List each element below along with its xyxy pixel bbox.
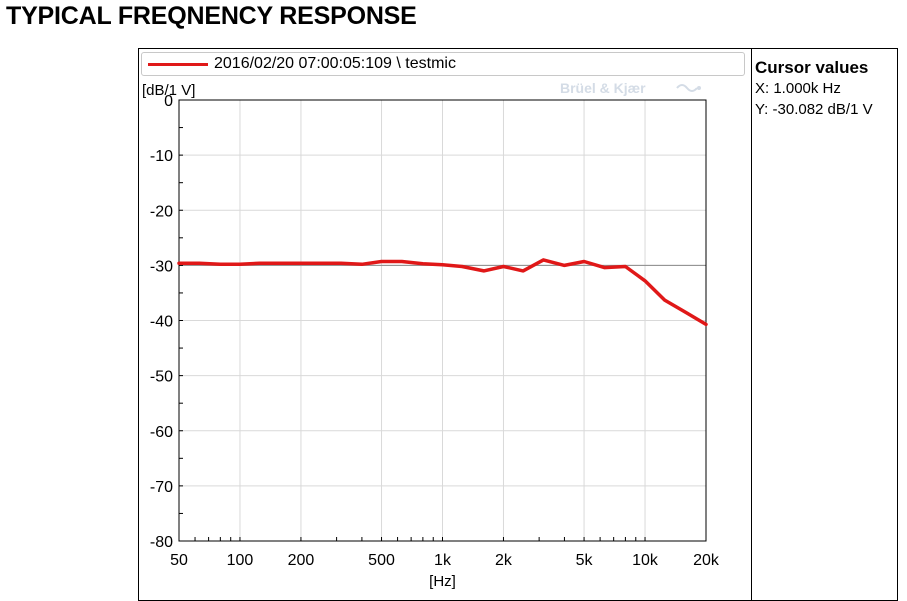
plot-frame: [178, 99, 707, 542]
brand-wave-icon: [676, 84, 701, 92]
y-tick-label: -40: [150, 314, 173, 331]
x-tick-label: 100: [227, 552, 254, 569]
y-tick-label: -70: [150, 479, 173, 496]
y-tick-label: -10: [150, 148, 173, 165]
legend[interactable]: 2016/02/20 07:00:05:109 \ testmic: [141, 52, 745, 76]
y-tick-label: -50: [150, 369, 173, 386]
cursor-x-value: X: 1.000k Hz: [755, 80, 841, 97]
y-tick-label: -60: [150, 424, 173, 441]
y-axis-label: [dB/1 V]: [142, 82, 195, 99]
x-tick-label: 200: [288, 552, 315, 569]
x-axis-label: [Hz]: [429, 573, 456, 590]
x-tick-label: 10k: [632, 552, 659, 569]
y-tick-label: -30: [150, 258, 173, 275]
series-line: [177, 258, 708, 327]
cursor-y-value: Y: -30.082 dB/1 V: [755, 101, 873, 118]
panel-divider: [751, 48, 752, 601]
x-tick-label: 500: [368, 552, 395, 569]
x-tick-label: 5k: [576, 552, 594, 569]
x-tick-label: 50: [170, 552, 188, 569]
x-tick-label: 1k: [434, 552, 452, 569]
brand-watermark: Brüel & Kjær: [560, 80, 646, 96]
x-tick-label: 2k: [495, 552, 513, 569]
y-tick-label: -80: [150, 534, 173, 551]
legend-swatch: [148, 63, 208, 66]
x-tick-label: 20k: [693, 552, 720, 569]
y-tick-label: -20: [150, 203, 173, 220]
page-title: TYPICAL FREQNENCY RESPONSE: [6, 2, 417, 30]
cursor-values-title: Cursor values: [755, 58, 869, 77]
legend-label: 2016/02/20 07:00:05:109 \ testmic: [214, 55, 456, 72]
y-tick-label: 0: [164, 93, 173, 110]
